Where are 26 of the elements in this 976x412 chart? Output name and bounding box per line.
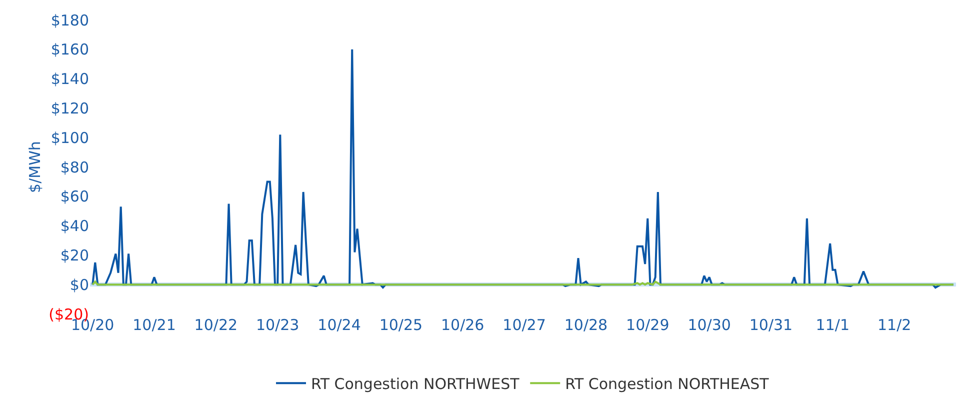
y-tick-label: $120 <box>50 99 89 118</box>
x-tick-label: 11/1 <box>816 316 850 334</box>
x-tick-label: 11/2 <box>877 316 912 334</box>
y-tick-label: $160 <box>50 40 89 59</box>
x-tick-label: 10/21 <box>132 316 176 334</box>
x-tick-label: 10/25 <box>379 316 423 334</box>
y-tick-label: $60 <box>60 188 89 206</box>
y-tick-label: $140 <box>50 70 89 88</box>
y-tick-label: $40 <box>60 217 89 236</box>
x-tick-label: 10/28 <box>564 316 608 334</box>
x-tick-label: 10/23 <box>256 316 300 334</box>
x-tick-label: 10/29 <box>626 316 670 334</box>
x-tick-label: 10/30 <box>688 316 731 334</box>
x-tick-label: 10/24 <box>318 316 361 334</box>
y-tick-label: $180 <box>50 11 89 30</box>
y-tick-label: $0 <box>70 276 89 294</box>
y-tick-label: $100 <box>50 128 89 147</box>
y-tick-label: $80 <box>60 158 89 176</box>
x-tick-label: 10/27 <box>502 316 546 334</box>
legend-label: RT Congestion NORTHWEST <box>311 375 520 394</box>
y-axis-title: $/MWh <box>26 141 44 193</box>
y-tick-label: $20 <box>60 246 89 264</box>
x-tick-label: 10/22 <box>194 316 238 334</box>
x-tick-label: 10/26 <box>440 316 484 334</box>
legend-label: RT Congestion NORTHEAST <box>565 375 770 394</box>
x-tick-label: 10/31 <box>749 316 793 334</box>
